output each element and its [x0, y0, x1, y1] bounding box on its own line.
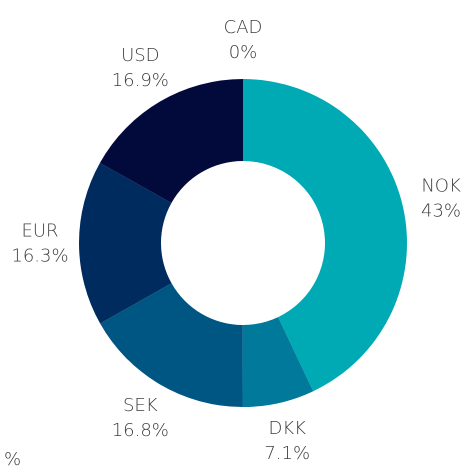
annotation: % [4, 449, 21, 466]
slice-value-label: 43% [421, 200, 461, 221]
slice-value-label: 7.1% [264, 443, 310, 464]
slice-category-label: NOK [421, 175, 461, 196]
slice-value-label: 16.9% [112, 70, 169, 91]
slices [79, 79, 407, 408]
slice-category-label: CAD [224, 17, 263, 38]
slice-category-label: EUR [21, 220, 58, 241]
slice-category-label: DKK [269, 418, 307, 439]
slice [79, 162, 172, 324]
slice [99, 79, 243, 203]
slice [243, 79, 407, 392]
slice-value-label: 16.8% [112, 420, 169, 441]
slice-category-label: SEK [123, 395, 158, 416]
slice [100, 283, 243, 407]
slice-value-label: 0% [229, 42, 258, 63]
slice-category-label: USD [121, 45, 159, 66]
slice-value-label: 16.3% [11, 245, 68, 266]
slice [242, 317, 314, 408]
